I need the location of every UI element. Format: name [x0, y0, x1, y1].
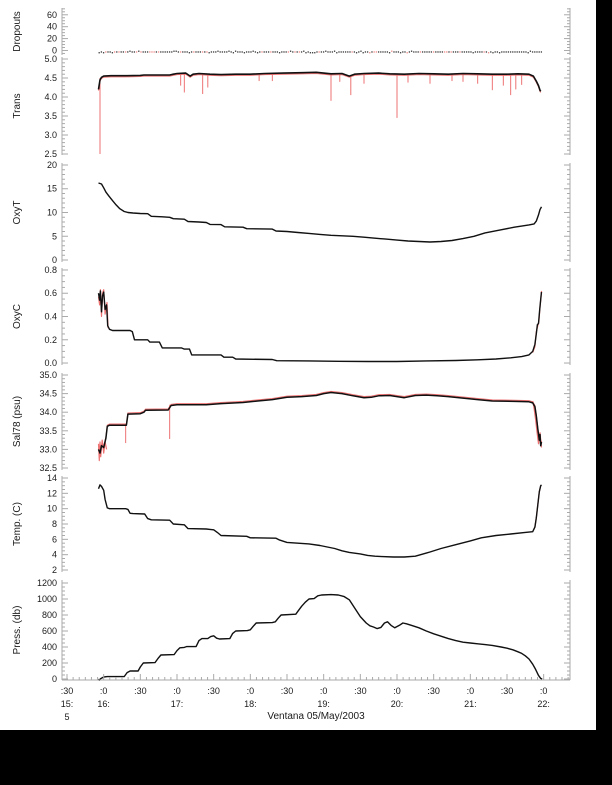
y-axis-title-temp: Temp. (C): [12, 502, 23, 546]
x-tick-minute-label: :30: [207, 686, 220, 696]
x-tick-hour-label: 17:: [171, 699, 184, 709]
y-tick-label: 0.2: [44, 335, 57, 345]
unused-canvas-bottom: [0, 730, 612, 785]
x-tick-minute-label: :30: [501, 686, 514, 696]
y-tick-label: 10: [47, 504, 57, 514]
y-tick-label: 2: [52, 565, 57, 575]
y-tick-label: 200: [42, 658, 57, 668]
y-tick-label: 34.0: [39, 407, 57, 417]
y-tick-label: 33.0: [39, 444, 57, 454]
y-tick-label: 0.6: [44, 288, 57, 298]
y-tick-label: 20: [47, 34, 57, 44]
x-tick-hour-label: 19:: [317, 699, 330, 709]
x-tick-minute-label: :0: [247, 686, 255, 696]
y-tick-label: 12: [47, 488, 57, 498]
series-transmissometer: [97, 71, 542, 92]
series-sal-raw-end: [532, 400, 543, 448]
y-tick-label: 15: [47, 184, 57, 194]
x-tick-minute-label: :0: [540, 686, 548, 696]
y-tick-label: 32.5: [39, 463, 57, 473]
x-tick-minute-label: :30: [281, 686, 294, 696]
x-tick-hour-label: 21:: [464, 699, 477, 709]
y-tick-label: 2.5: [44, 149, 57, 159]
y-axis-title-dropouts: Dropouts: [12, 11, 23, 52]
series-salinity: [97, 391, 543, 454]
series-oxygen-concentration: [97, 290, 543, 363]
x-tick-hour-label: 22:: [537, 699, 550, 709]
y-tick-label: 6: [52, 534, 57, 544]
y-axis-title-oxyt: OxyT: [12, 201, 23, 225]
y-tick-label: 4.0: [44, 92, 57, 102]
y-tick-label: 0.0: [44, 358, 57, 368]
y-tick-label: 33.5: [39, 426, 57, 436]
x-tick-hour-label: 20:: [391, 699, 404, 709]
y-tick-label: 5: [52, 231, 57, 241]
y-tick-label: 4: [52, 550, 57, 560]
x-tick-hour-label: 16:: [97, 699, 110, 709]
series-pressure: [97, 593, 543, 681]
x-tick-minute-label: :30: [61, 686, 74, 696]
y-tick-label: 20: [47, 160, 57, 170]
series-transmissometer-raw: [97, 72, 542, 93]
series-oxygen-temperature: [98, 182, 543, 243]
x-tick-minute-label: :30: [354, 686, 367, 696]
x-tick-hour-label: 18:: [244, 699, 257, 709]
x-tick-minute-label: :30: [134, 686, 147, 696]
y-tick-label: 0: [52, 45, 57, 55]
y-tick-label: 40: [47, 22, 57, 32]
y-axis-title-trans: Trans: [12, 93, 23, 118]
x-tick-minute-label: :0: [393, 686, 401, 696]
y-axis-title-press: Press. (db): [12, 606, 23, 655]
y-tick-label: 14: [47, 473, 57, 483]
unused-canvas-right: [596, 0, 612, 785]
y-tick-label: 8: [52, 519, 57, 529]
y-tick-label: 60: [47, 10, 57, 20]
y-tick-label: 10: [47, 208, 57, 218]
y-tick-label: 800: [42, 610, 57, 620]
series-temperature: [97, 484, 542, 558]
y-axis-title-oxyc: OxyC: [12, 304, 23, 329]
x-tick-minute-label: :0: [100, 686, 108, 696]
y-tick-label: 3.0: [44, 130, 57, 140]
y-tick-label: 35.0: [39, 370, 57, 380]
chart-title: Ventana 05/May/2003: [267, 711, 365, 722]
x-tick-minute-label: :0: [173, 686, 181, 696]
y-tick-label: 0.4: [44, 312, 57, 322]
y-tick-label: 600: [42, 626, 57, 636]
x-tick-minute-label: :0: [320, 686, 328, 696]
y-axis-title-sal78: Sal78 (psu): [12, 396, 23, 447]
x-tick-hour-label: 15:: [61, 699, 74, 709]
y-tick-label: 0: [52, 674, 57, 684]
x-tick-minute-label: :30: [427, 686, 440, 696]
y-tick-label: 5.0: [44, 54, 57, 64]
y-tick-label: 34.5: [39, 389, 57, 399]
x-tick-minute-label: :0: [467, 686, 475, 696]
y-tick-label: 0.8: [44, 265, 57, 275]
x-tick-day-label: 5: [64, 712, 69, 722]
y-tick-label: 4.5: [44, 73, 57, 83]
y-tick-label: 0: [52, 255, 57, 265]
y-tick-label: 3.5: [44, 111, 57, 121]
series-salinity-raw: [97, 390, 543, 454]
y-tick-label: 400: [42, 642, 57, 652]
y-tick-label: 1200: [37, 578, 57, 588]
y-tick-label: 1000: [37, 594, 57, 604]
